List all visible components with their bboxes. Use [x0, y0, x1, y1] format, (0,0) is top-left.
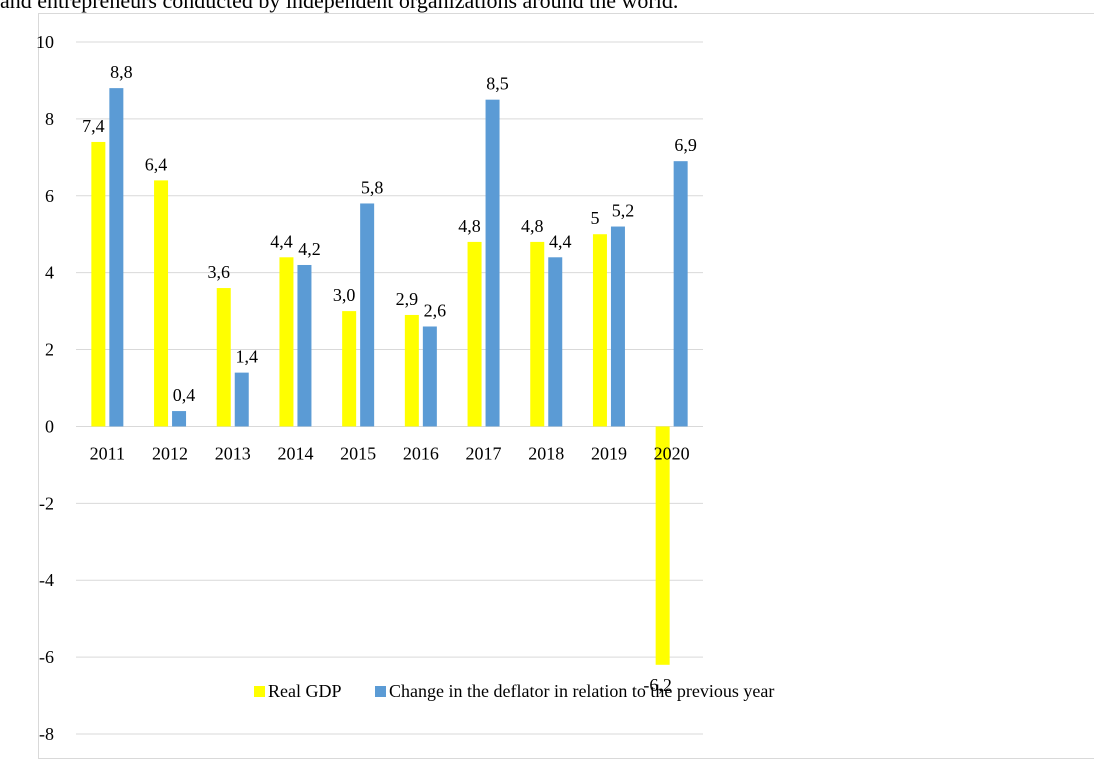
y-tick-label: 0: [45, 416, 54, 436]
bar-real-gdp: [279, 257, 294, 427]
bar-real-gdp: [404, 314, 419, 427]
data-label-real-gdp: 2,9: [396, 289, 419, 309]
data-label-real-gdp: 4,4: [270, 231, 293, 251]
data-label-deflator-change: 5,8: [361, 177, 384, 197]
y-tick-label: 6: [45, 186, 54, 206]
bar-deflator-change: [297, 264, 312, 427]
legend-label-real-gdp: Real GDP: [268, 681, 342, 701]
bar-deflator-change: [234, 372, 249, 427]
bar-real-gdp: [592, 234, 607, 427]
data-label-deflator-change: 6,9: [674, 135, 697, 155]
y-tick-label: 2: [45, 340, 54, 360]
legend-swatch-real-gdp: [254, 686, 265, 697]
data-label-deflator-change: 5,2: [612, 201, 635, 221]
data-label-real-gdp: 6,4: [145, 154, 168, 174]
x-tick-label: 2017: [466, 443, 502, 463]
bar-deflator-change: [673, 161, 688, 427]
x-tick-label: 2019: [591, 443, 627, 463]
y-tick-label: -8: [39, 724, 54, 744]
data-label-deflator-change: 0,4: [173, 385, 196, 405]
bar-deflator-change: [610, 226, 625, 427]
y-tick-label: 8: [45, 109, 54, 129]
y-tick-label: -4: [39, 570, 54, 590]
x-tick-label: 2014: [277, 443, 313, 463]
bar-deflator-change: [172, 411, 187, 427]
data-label-deflator-change: 8,5: [486, 74, 509, 94]
data-label-real-gdp: 5: [590, 208, 599, 228]
bar-deflator-change: [548, 257, 563, 427]
data-label-deflator-change: 4,4: [549, 231, 572, 251]
bar-real-gdp: [91, 141, 106, 427]
chart-frame: [38, 13, 1094, 759]
y-tick-label: -6: [39, 647, 54, 667]
data-label-real-gdp: 3,0: [333, 285, 356, 305]
y-tick-label: -2: [39, 493, 54, 513]
x-tick-label: 2020: [654, 443, 690, 463]
bar-real-gdp: [467, 241, 482, 427]
data-label-real-gdp: -6,2: [643, 675, 672, 695]
bar-real-gdp: [655, 426, 670, 665]
x-tick-label: 2013: [215, 443, 251, 463]
x-tick-label: 2011: [90, 443, 125, 463]
data-label-deflator-change: 1,4: [236, 347, 259, 367]
x-tick-label: 2012: [152, 443, 188, 463]
data-label-deflator-change: 4,2: [298, 239, 321, 259]
y-tick-label: 10: [36, 32, 54, 52]
bar-real-gdp: [216, 288, 231, 427]
bar-deflator-change: [422, 326, 437, 427]
legend-swatch-deflator-change: [375, 686, 386, 697]
intro-text: and entrepreneurs conducted by independe…: [0, 0, 679, 13]
data-label-deflator-change: 2,6: [424, 300, 447, 320]
data-label-deflator-change: 8,8: [110, 62, 133, 82]
bar-deflator-change: [360, 203, 375, 427]
bar-real-gdp: [342, 311, 357, 427]
bar-deflator-change: [109, 88, 124, 427]
data-label-real-gdp: 4,8: [458, 216, 481, 236]
bar-real-gdp: [530, 241, 545, 427]
y-tick-label: 4: [45, 263, 54, 283]
x-tick-label: 2018: [528, 443, 564, 463]
bar-real-gdp: [154, 180, 169, 427]
x-tick-label: 2015: [340, 443, 376, 463]
x-tick-label: 2016: [403, 443, 439, 463]
bar-deflator-change: [485, 99, 500, 427]
legend-label-deflator-change: Change in the deflator in relation to th…: [389, 681, 774, 701]
data-label-real-gdp: 7,4: [82, 116, 105, 136]
data-label-real-gdp: 4,8: [521, 216, 544, 236]
data-label-real-gdp: 3,6: [208, 262, 231, 282]
